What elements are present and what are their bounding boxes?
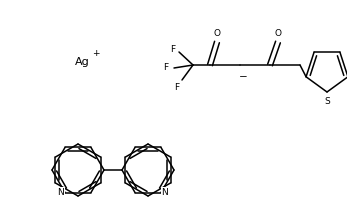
Text: Ag: Ag [75,57,90,67]
Text: F: F [170,45,176,54]
Text: N: N [162,188,168,197]
Text: O: O [213,29,220,39]
Text: +: + [92,50,100,58]
Text: N: N [58,188,65,197]
Text: S: S [324,97,330,107]
Text: O: O [274,29,281,39]
Text: F: F [163,64,169,72]
Text: −: − [239,72,247,82]
Text: F: F [175,83,179,93]
